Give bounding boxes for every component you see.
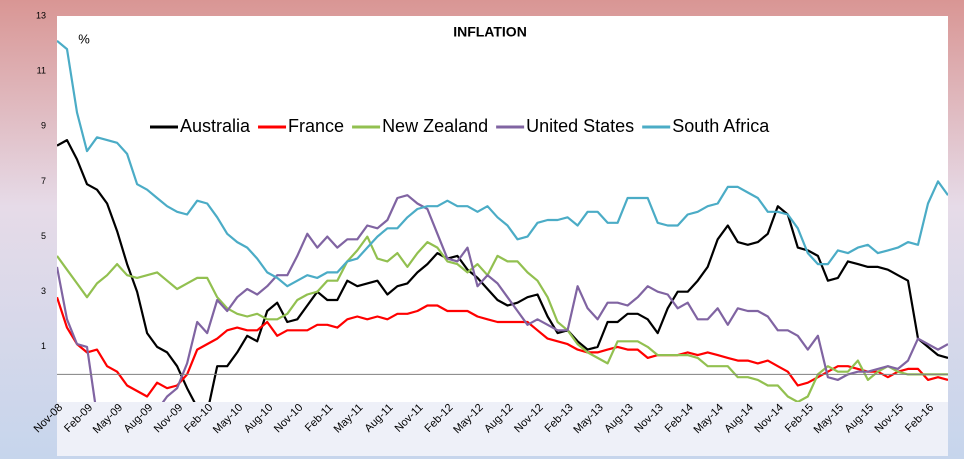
series-line (57, 235, 948, 402)
legend-label: France (288, 116, 344, 136)
legend-label: New Zealand (382, 116, 488, 136)
series-line (57, 139, 948, 402)
axis-area (57, 402, 948, 456)
y-tick-label: 9 (41, 121, 46, 131)
series-line (57, 194, 948, 402)
lines (57, 39, 948, 402)
chart-title: INFLATION (453, 24, 527, 40)
legend-label: South Africa (672, 116, 770, 136)
y-tick-label: 11 (37, 66, 46, 76)
y-axis-label: % (78, 31, 90, 46)
series-line (57, 39, 948, 288)
series-line (57, 296, 948, 398)
legend-label: Australia (180, 116, 251, 136)
y-tick-label: 5 (41, 231, 46, 241)
y-tick-label: 7 (41, 176, 46, 186)
y-tick-label: 13 (36, 10, 46, 20)
y-tick-label: 1 (41, 341, 46, 351)
legend-label: United States (526, 116, 634, 136)
y-tick-label: 3 (41, 286, 46, 296)
